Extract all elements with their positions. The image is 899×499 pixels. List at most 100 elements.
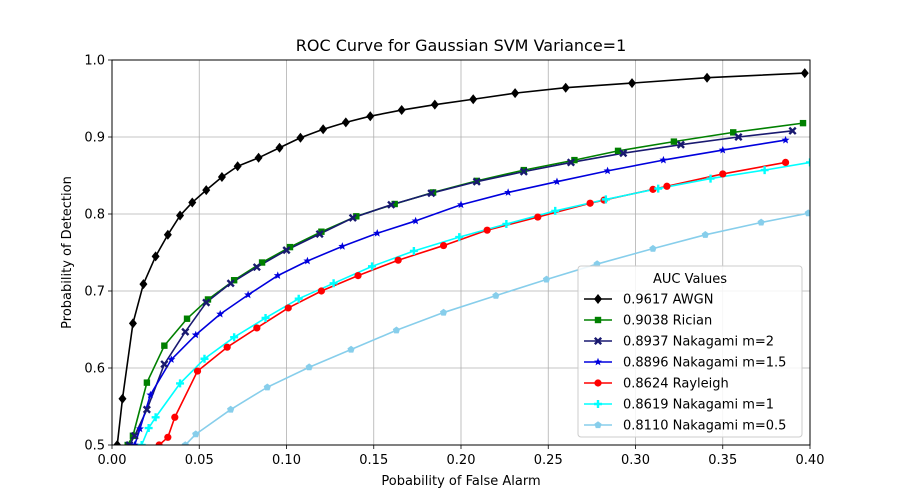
data-point xyxy=(552,177,561,186)
data-point xyxy=(659,155,668,164)
data-point xyxy=(483,226,491,234)
data-point xyxy=(125,440,134,445)
legend: AUC Values 0.9617 AWGN 0.9038 Rician 0.893… xyxy=(577,265,803,438)
data-point xyxy=(296,132,305,143)
data-point xyxy=(202,185,211,196)
data-point xyxy=(143,379,151,386)
data-point xyxy=(139,279,148,290)
series-markers xyxy=(113,68,810,445)
data-point xyxy=(439,241,448,250)
legend-entry: 0.8624 Rayleigh xyxy=(623,377,729,392)
data-point xyxy=(799,119,807,127)
legend-title: AUC Values xyxy=(653,272,727,287)
legend-entry: 0.8896 Nakagami m=1.5 xyxy=(623,356,786,371)
data-point xyxy=(130,440,139,445)
data-point xyxy=(757,218,765,226)
data-point xyxy=(649,244,657,252)
data-point xyxy=(113,440,122,445)
data-point xyxy=(719,170,727,178)
data-point xyxy=(227,405,235,413)
y-tick-label: 1.0 xyxy=(84,54,105,69)
data-point xyxy=(216,309,225,318)
x-tick-label: 0.15 xyxy=(359,453,388,468)
ticks: 0.00 0.05 0.10 0.15 0.20 0.25 0.30 0.35 0.40 0.5 0… xyxy=(84,54,824,469)
x-tick-label: 0.20 xyxy=(447,453,476,468)
data-point xyxy=(730,129,737,136)
data-point xyxy=(394,256,402,264)
data-point xyxy=(155,441,163,445)
y-tick-label: 0.9 xyxy=(84,131,105,146)
data-point xyxy=(176,379,185,388)
data-point xyxy=(534,213,542,221)
data-point xyxy=(258,259,266,266)
legend-entry: 0.8619 Nakagami m=1 xyxy=(623,398,774,413)
data-point xyxy=(409,246,418,255)
data-point xyxy=(368,262,377,271)
data-point xyxy=(286,243,294,251)
y-tick-label: 0.7 xyxy=(84,285,105,300)
data-point xyxy=(282,246,291,255)
data-point xyxy=(373,229,382,237)
data-point xyxy=(472,177,481,186)
data-point xyxy=(142,405,151,414)
series-markers-group xyxy=(113,68,809,445)
series-markers-group xyxy=(125,126,797,445)
data-point xyxy=(387,200,396,209)
data-point xyxy=(455,233,464,242)
data-point xyxy=(788,126,797,135)
data-point xyxy=(663,182,671,190)
data-point xyxy=(226,279,235,288)
series-line xyxy=(128,130,793,445)
series-markers-group xyxy=(137,158,810,445)
data-point xyxy=(164,433,172,441)
data-point xyxy=(163,229,172,240)
chart-title: ROC Curve for Gaussian SVM Variance=1 xyxy=(296,36,627,55)
data-point xyxy=(230,333,239,342)
data-point xyxy=(619,149,628,158)
x-tick-label: 0.40 xyxy=(796,453,825,468)
data-point xyxy=(135,424,144,433)
data-point xyxy=(718,145,727,154)
data-point xyxy=(701,230,709,238)
data-point xyxy=(348,213,357,222)
legend-swatch-marker xyxy=(594,379,602,387)
data-point xyxy=(492,291,500,299)
data-point xyxy=(217,172,226,183)
data-point xyxy=(614,147,622,155)
data-point xyxy=(317,287,325,295)
data-point xyxy=(601,195,610,204)
data-point xyxy=(144,424,153,433)
data-point xyxy=(338,242,347,250)
data-point xyxy=(676,140,685,149)
data-point xyxy=(261,313,270,322)
data-point xyxy=(303,256,312,265)
x-tick-label: 0.00 xyxy=(98,453,127,468)
data-point xyxy=(151,413,160,422)
legend-swatch-marker xyxy=(594,357,602,366)
data-point xyxy=(151,251,160,262)
x-axis-label: Pobability of False Alarm xyxy=(381,474,540,489)
data-point xyxy=(760,166,769,175)
data-point xyxy=(294,294,303,303)
data-point xyxy=(192,430,200,438)
y-tick-label: 0.5 xyxy=(84,439,105,454)
data-point xyxy=(392,326,401,334)
data-point xyxy=(542,275,551,283)
x-tick-label: 0.35 xyxy=(708,453,737,468)
data-point xyxy=(223,343,231,351)
legend-entry: 0.9038 Rician xyxy=(623,314,712,329)
legend-entry: 0.8937 Nakagami m=2 xyxy=(623,335,774,350)
y-tick-label: 0.8 xyxy=(84,208,105,223)
data-point xyxy=(176,210,185,221)
x-tick-label: 0.30 xyxy=(621,453,650,468)
data-point xyxy=(366,111,375,122)
data-point xyxy=(806,158,810,167)
data-point xyxy=(353,213,360,220)
data-point xyxy=(341,117,350,128)
data-point xyxy=(275,142,284,153)
data-point xyxy=(670,138,678,145)
data-point xyxy=(130,431,139,440)
data-point xyxy=(191,330,200,339)
data-point xyxy=(703,72,712,83)
data-point xyxy=(566,158,575,167)
